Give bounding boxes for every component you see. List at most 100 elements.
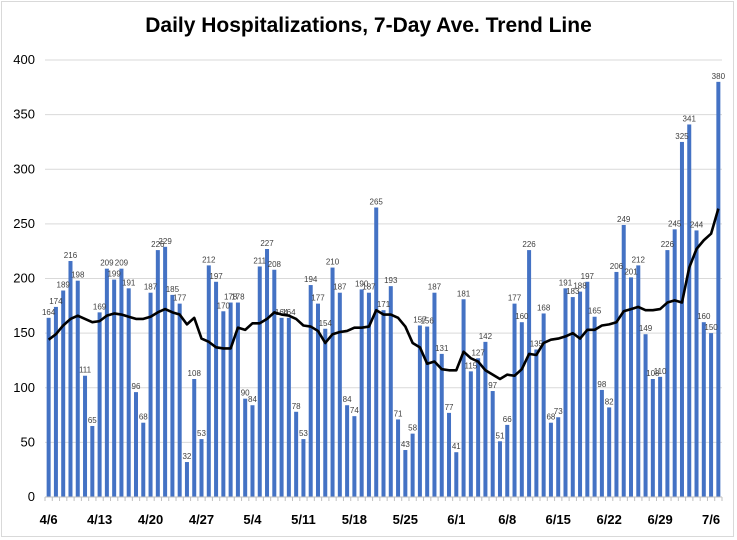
data-label: 185 bbox=[166, 285, 180, 294]
data-label: 183 bbox=[566, 287, 580, 296]
x-tick-label: 5/18 bbox=[342, 512, 367, 527]
bar bbox=[468, 371, 473, 497]
data-label: 164 bbox=[282, 308, 296, 317]
data-label: 177 bbox=[508, 294, 522, 303]
data-label: 174 bbox=[49, 297, 63, 306]
data-label: 244 bbox=[690, 220, 704, 229]
data-label: 197 bbox=[581, 272, 595, 281]
data-label: 171 bbox=[377, 300, 391, 309]
bar bbox=[716, 81, 721, 497]
x-tick-label: 5/11 bbox=[291, 512, 316, 527]
data-label: 84 bbox=[248, 395, 257, 404]
data-label: 245 bbox=[668, 219, 682, 228]
data-label: 164 bbox=[275, 308, 289, 317]
bar bbox=[257, 266, 262, 497]
x-tick-label: 5/4 bbox=[243, 512, 262, 527]
data-label: 169 bbox=[93, 302, 107, 311]
data-label: 41 bbox=[452, 442, 461, 451]
bar bbox=[345, 405, 350, 497]
bar bbox=[206, 265, 211, 497]
y-tick-label: 150 bbox=[13, 325, 35, 340]
data-label: 97 bbox=[488, 381, 497, 390]
bar bbox=[687, 124, 692, 498]
bar bbox=[352, 416, 357, 497]
bar bbox=[366, 292, 371, 497]
bar bbox=[629, 277, 634, 497]
x-tick-label: 6/15 bbox=[546, 512, 571, 527]
x-tick-label: 4/27 bbox=[189, 512, 214, 527]
bar bbox=[679, 141, 684, 497]
bar bbox=[570, 297, 575, 497]
data-label: 229 bbox=[158, 237, 172, 246]
data-label: 65 bbox=[88, 416, 97, 425]
data-label: 187 bbox=[144, 283, 158, 292]
data-label: 150 bbox=[704, 323, 718, 332]
bar bbox=[381, 310, 386, 497]
bar bbox=[126, 288, 131, 497]
bar bbox=[265, 249, 270, 497]
data-label: 177 bbox=[173, 294, 187, 303]
data-label: 135 bbox=[530, 340, 544, 349]
y-tick-label: 50 bbox=[21, 434, 35, 449]
bar bbox=[650, 379, 655, 497]
bar bbox=[512, 303, 517, 497]
bar bbox=[621, 224, 626, 497]
data-label: 199 bbox=[107, 270, 121, 279]
bar bbox=[61, 290, 66, 497]
data-label: 84 bbox=[343, 395, 352, 404]
data-label: 43 bbox=[401, 440, 410, 449]
x-tick-label: 4/13 bbox=[87, 512, 112, 527]
data-label: 341 bbox=[683, 114, 697, 123]
data-label: 216 bbox=[64, 251, 78, 260]
data-label: 201 bbox=[624, 267, 638, 276]
data-label: 74 bbox=[350, 406, 359, 415]
data-label: 53 bbox=[197, 429, 206, 438]
bar bbox=[68, 261, 73, 497]
bar bbox=[90, 425, 95, 497]
bar bbox=[294, 411, 299, 497]
data-label: 212 bbox=[202, 255, 216, 264]
bar bbox=[607, 407, 612, 497]
data-label: 71 bbox=[394, 409, 403, 418]
data-label: 53 bbox=[299, 429, 308, 438]
bar bbox=[694, 230, 699, 497]
data-label: 197 bbox=[209, 272, 223, 281]
data-label: 380 bbox=[712, 72, 726, 81]
data-label: 165 bbox=[588, 307, 602, 316]
bar bbox=[497, 441, 502, 497]
bar bbox=[221, 311, 226, 497]
bar bbox=[614, 271, 619, 497]
data-label: 156 bbox=[420, 317, 434, 326]
bar bbox=[388, 286, 393, 497]
bar bbox=[461, 299, 466, 497]
data-label: 194 bbox=[304, 275, 318, 284]
y-tick-label: 250 bbox=[13, 216, 35, 231]
bar bbox=[155, 250, 160, 497]
data-label: 178 bbox=[224, 293, 238, 302]
bar bbox=[46, 317, 51, 497]
bar bbox=[403, 450, 408, 497]
data-label: 177 bbox=[311, 294, 325, 303]
data-label: 157 bbox=[413, 315, 427, 324]
data-label: 160 bbox=[697, 312, 711, 321]
bar bbox=[97, 312, 102, 497]
data-label: 191 bbox=[559, 278, 573, 287]
x-tick-label: 6/29 bbox=[647, 512, 672, 527]
bar bbox=[505, 424, 510, 497]
data-label: 190 bbox=[355, 279, 369, 288]
bar bbox=[643, 334, 648, 497]
data-label: 131 bbox=[435, 344, 449, 353]
data-label: 127 bbox=[471, 348, 485, 357]
data-label: 191 bbox=[122, 278, 136, 287]
chart-title: Daily Hospitalizations, 7-Day Ave. Trend… bbox=[145, 14, 592, 37]
data-label: 265 bbox=[370, 197, 384, 206]
data-label: 77 bbox=[445, 403, 454, 412]
data-label: 211 bbox=[253, 256, 266, 265]
bar bbox=[214, 281, 219, 497]
data-label: 181 bbox=[457, 289, 471, 298]
data-label: 90 bbox=[241, 389, 250, 398]
bar bbox=[556, 417, 561, 497]
bar bbox=[308, 285, 313, 497]
data-label: 187 bbox=[333, 283, 347, 292]
